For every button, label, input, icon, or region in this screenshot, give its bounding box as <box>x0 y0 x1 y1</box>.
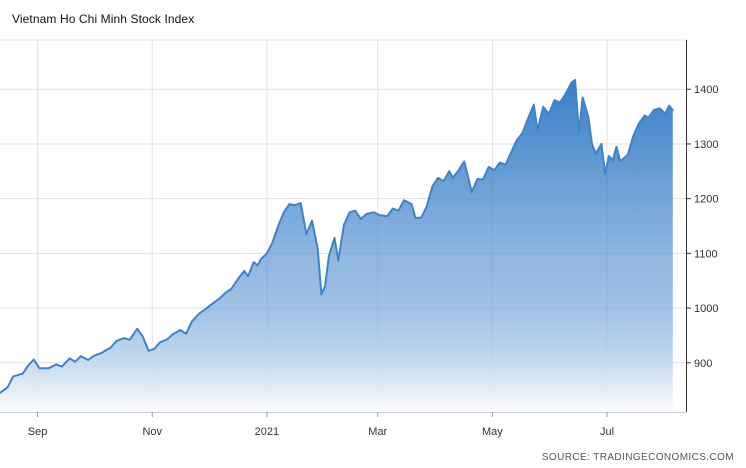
x-tick-label-nov: Nov <box>142 426 162 438</box>
axes <box>0 40 691 417</box>
chart-source: SOURCE: TRADINGECONOMICS.COM <box>541 452 734 463</box>
x-tick-labels: Sep Nov 2021 Mar May Jul <box>28 426 614 438</box>
y-tick-label-1400: 1400 <box>694 84 718 96</box>
x-tick-label-jul: Jul <box>600 426 614 438</box>
y-tick-label-1200: 1200 <box>694 194 718 206</box>
y-tick-labels: 900 1000 1100 1200 1300 1400 <box>694 84 718 370</box>
y-tick-label-1000: 1000 <box>694 303 718 315</box>
y-tick-label-1100: 1100 <box>694 248 718 260</box>
area-path <box>0 79 673 413</box>
x-tick-label-sep: Sep <box>28 426 48 438</box>
grid-lines <box>0 39 686 412</box>
chart-title: Vietnam Ho Chi Minh Stock Index <box>12 12 195 26</box>
x-tick-label-may: May <box>482 426 503 438</box>
line-path <box>0 78 674 394</box>
y-tick-label-900: 900 <box>694 358 712 370</box>
series-line <box>0 78 674 394</box>
area-fill <box>0 79 673 413</box>
x-tick-label-mar: Mar <box>368 426 387 438</box>
x-tick-label-2021: 2021 <box>255 426 279 438</box>
y-tick-label-1300: 1300 <box>694 139 718 151</box>
